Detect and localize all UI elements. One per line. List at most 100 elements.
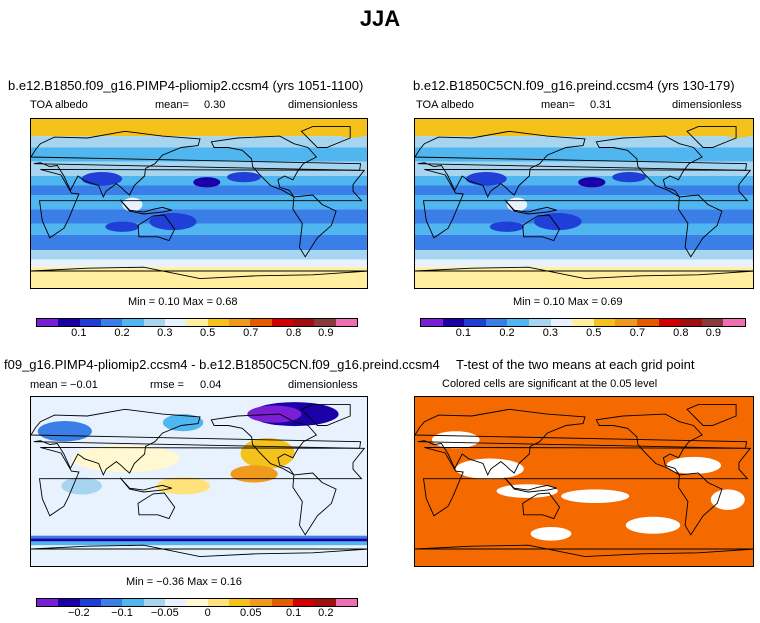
albedo-patch xyxy=(227,172,261,183)
coastline-europe_asia xyxy=(31,130,362,198)
coastline-indonesia xyxy=(504,477,557,493)
albedo-band xyxy=(415,119,753,137)
albedo-band xyxy=(31,119,367,137)
albedo-patch xyxy=(149,213,197,231)
coastline-greenland xyxy=(300,126,351,148)
diff-patch xyxy=(37,420,92,442)
signif-background xyxy=(415,397,753,566)
colorbar-swatch xyxy=(186,599,208,606)
albedo-band xyxy=(415,147,753,162)
colorbar-swatch xyxy=(314,599,336,606)
albedo-band xyxy=(31,209,367,224)
albedo-band xyxy=(31,259,367,268)
colorbar-swatch xyxy=(37,599,59,606)
figure-title: JJA xyxy=(359,6,401,31)
colorbar-swatch xyxy=(314,319,336,326)
coastline-antarctica xyxy=(31,266,367,280)
colorbar-swatch xyxy=(37,319,59,326)
panel2-units: dimensionless xyxy=(672,99,742,111)
albedo-band xyxy=(415,259,753,268)
colorbar-tick-label: 0.9 xyxy=(705,327,722,339)
diff-patch xyxy=(240,438,295,469)
colorbar-swatch xyxy=(143,599,165,606)
nonsignif-patch xyxy=(666,456,721,474)
panel2-title: b.e12.B1850C5CN.f09_g16.preind.ccsm4 (yr… xyxy=(413,78,735,93)
coastline-antarctica xyxy=(415,544,753,558)
colorbar-swatch xyxy=(680,319,702,326)
albedo-band xyxy=(415,161,753,176)
panel1-mean-label: mean= xyxy=(155,99,189,111)
colorbar-swatch xyxy=(271,599,293,606)
colorbar-swatch xyxy=(100,319,123,326)
colorbar-swatch xyxy=(143,319,165,326)
colorbar-swatch xyxy=(421,319,443,326)
albedo-band xyxy=(415,195,753,210)
colorbar-swatch xyxy=(58,319,80,326)
colorbar-tick-label: 0.8 xyxy=(285,327,302,339)
colorbar-swatch xyxy=(335,599,357,606)
colorbar-swatch xyxy=(550,319,573,326)
colorbar-swatch xyxy=(658,319,681,326)
coastline-samerica xyxy=(678,194,723,258)
coastline-europe_asia xyxy=(415,408,748,476)
colorbar-swatch xyxy=(572,319,594,326)
albedo-patch xyxy=(335,124,367,138)
albedo-patch xyxy=(534,213,582,231)
panel1-map xyxy=(30,118,368,289)
albedo-band xyxy=(415,267,753,288)
albedo-band xyxy=(415,223,753,235)
colorbar-tick-label: −0.2 xyxy=(67,607,90,619)
colorbar-swatch xyxy=(593,319,616,326)
panel3-min-max: Min = −0.36 Max = 0.16 xyxy=(126,576,242,588)
diff-patch xyxy=(61,477,102,495)
colorbar-swatch xyxy=(335,319,357,326)
coastline-antarctica xyxy=(415,266,753,280)
colorbar-tick-label: 0.2 xyxy=(499,327,515,339)
albedo-patch xyxy=(578,177,606,188)
coastline-africa xyxy=(38,446,366,517)
colorbar-tick-label: 0.7 xyxy=(243,327,259,339)
albedo-band xyxy=(415,209,753,224)
diff-band xyxy=(31,538,367,542)
coastline-africa xyxy=(422,168,752,239)
albedo-patch xyxy=(489,221,524,232)
panel3-rmse-label: rmse = xyxy=(150,379,184,391)
panel2-colorbar xyxy=(420,318,746,327)
colorbar-tick-label: 0.5 xyxy=(199,327,216,339)
panel4-map xyxy=(414,396,754,567)
nonsignif-patch xyxy=(561,489,630,504)
colorbar-swatch xyxy=(122,599,144,606)
panel3-colorbar-labels: −0.2 −0.1 −0.05 0 0.05 0.1 0.2 xyxy=(36,607,358,619)
albedo-band xyxy=(31,195,367,210)
coastline-greenland xyxy=(686,126,737,148)
colorbar-swatch xyxy=(442,319,465,326)
colorbar-tick-label: 0.05 xyxy=(240,607,262,619)
colorbar-swatch xyxy=(528,319,551,326)
colorbar-tick-label: 0.9 xyxy=(318,327,334,339)
albedo-band xyxy=(31,223,367,235)
colorbar-swatch xyxy=(58,599,80,606)
albedo-patch xyxy=(193,177,221,188)
coastline-namerica xyxy=(210,413,318,476)
coastline-greenland xyxy=(686,404,737,426)
colorbar-tick-label: 0.2 xyxy=(318,607,334,619)
coastline-australia xyxy=(522,214,561,242)
coastline-namerica xyxy=(595,413,703,476)
colorbar-swatch xyxy=(292,319,315,326)
coastline-africa xyxy=(38,168,366,239)
diff-patch xyxy=(230,465,278,483)
colorbar-swatch xyxy=(485,319,508,326)
albedo-patch xyxy=(105,221,140,232)
panel1-mean-value: 0.30 xyxy=(204,99,226,111)
diff-patch xyxy=(156,477,211,495)
colorbar-swatch xyxy=(207,319,229,326)
colorbar-tick-label: −0.05 xyxy=(150,607,179,619)
colorbar-swatch xyxy=(164,319,187,326)
colorbar-tick-label: 0.3 xyxy=(542,327,559,339)
colorbar-tick-label: 0.1 xyxy=(455,327,471,339)
panel1-min-max: Min = 0.10 Max = 0.68 xyxy=(128,296,238,308)
colorbar-swatch xyxy=(292,599,315,606)
albedo-patch xyxy=(506,197,528,212)
coastline-europe_asia xyxy=(415,130,748,198)
panel2-mean-label: mean= xyxy=(541,99,575,111)
